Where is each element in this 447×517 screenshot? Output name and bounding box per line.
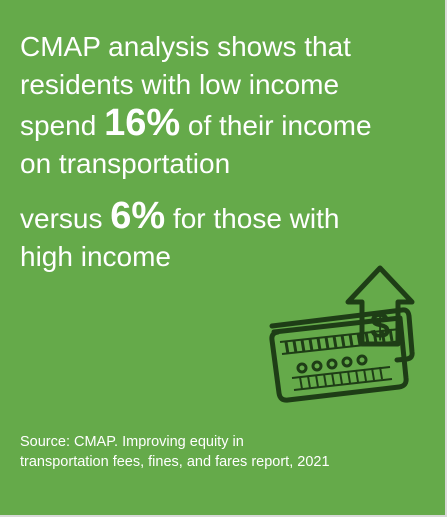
headline-gap (20, 183, 440, 197)
headline-line-1: CMAP analysis shows that (20, 31, 351, 62)
high-income-percentage: 6% (110, 195, 166, 237)
headline-line-5: versus 6% for those with (20, 197, 440, 238)
headline: CMAP analysis shows that residents with … (20, 28, 440, 276)
credit-card-dollar-up-icon: $ (269, 265, 415, 403)
headline-line-6: high income (20, 241, 171, 272)
svg-text:$: $ (370, 305, 390, 346)
source-citation: Source: CMAP. Improving equity in transp… (20, 432, 440, 472)
headline-line-3: spend 16% of their income (20, 104, 440, 145)
headline-text: versus (20, 203, 111, 234)
headline-text: spend (20, 110, 105, 141)
source-line-2: transportation fees, fines, and fares re… (20, 454, 330, 470)
headline-text: for those with (165, 203, 340, 234)
headline-line-2: residents with low income (20, 69, 340, 100)
low-income-percentage: 16% (104, 102, 181, 144)
headline-line-4: on transportation (20, 148, 231, 179)
source-line-1: Source: CMAP. Improving equity in (20, 434, 244, 450)
headline-text: of their income (180, 110, 372, 141)
